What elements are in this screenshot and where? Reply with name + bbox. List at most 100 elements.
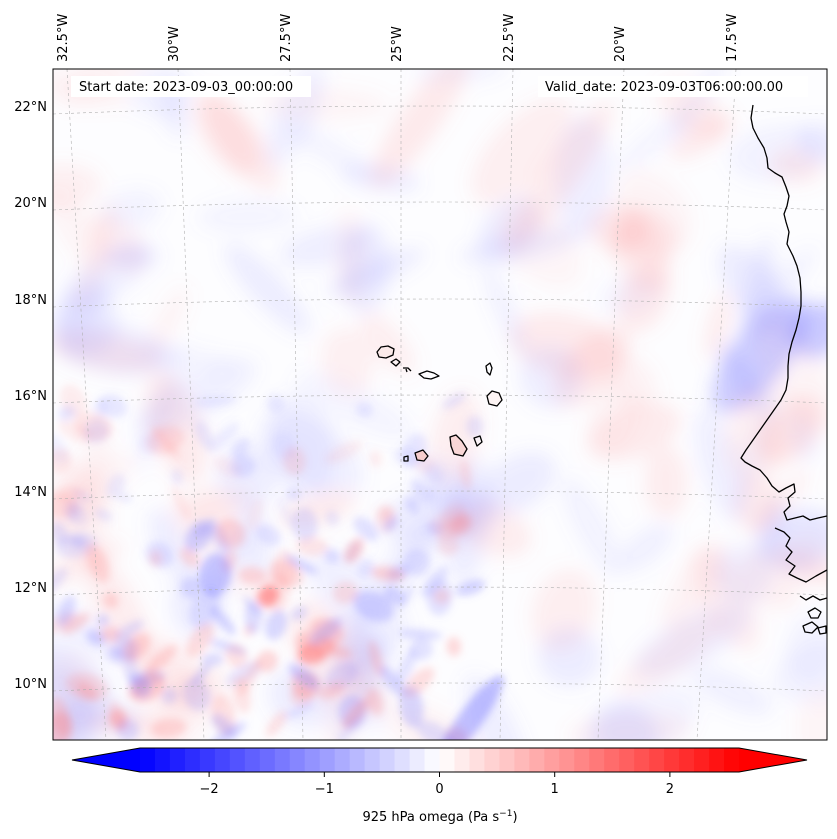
omega-anomaly: [519, 345, 583, 409]
colorbar-extend-high: [739, 748, 807, 772]
omega-anomaly: [116, 493, 133, 503]
lon-label-27-5w: 27.5°W: [279, 14, 294, 62]
colorbar-step: [634, 748, 650, 772]
omega-anomaly: [379, 665, 405, 697]
colorbar-step: [439, 748, 456, 772]
omega-anomaly: [285, 555, 318, 575]
omega-anomaly: [371, 566, 405, 582]
parallel-line: [53, 394, 827, 404]
omega-anomaly: [295, 371, 414, 440]
gridlines: [53, 69, 827, 740]
omega-anomaly: [325, 510, 340, 527]
omega-anomaly: [324, 548, 340, 564]
omega-anomaly: [369, 450, 382, 468]
omega-anomaly: [180, 577, 201, 598]
omega-anomaly: [225, 643, 248, 668]
omega-anomaly: [399, 685, 424, 728]
colorbar-step: [469, 748, 486, 772]
omega-anomaly: [238, 499, 272, 580]
colorbar-step: [259, 748, 276, 772]
omega-anomaly: [170, 484, 191, 520]
colorbar-step: [214, 748, 231, 772]
omega-anomaly: [276, 496, 294, 527]
parallel-line: [53, 682, 827, 692]
omega-anomaly: [224, 243, 311, 335]
parallel-line: [53, 201, 827, 211]
omega-anomaly: [149, 550, 163, 567]
omega-anomaly: [324, 440, 363, 464]
omega-anomaly: [466, 415, 483, 438]
omega-anomaly: [368, 640, 383, 677]
colorbar-step: [679, 748, 695, 772]
omega-anomaly: [291, 507, 318, 542]
colorbar-step: [694, 748, 710, 772]
lat-label-20n: 20°N: [14, 196, 47, 211]
colorbar-step: [709, 748, 725, 772]
colorbar-step: [319, 748, 336, 772]
omega-anomaly: [123, 654, 138, 681]
omega-anomaly: [691, 667, 773, 716]
omega-anomaly: [644, 445, 688, 519]
omega-anomaly: [285, 488, 302, 502]
island-santiago: [449, 434, 468, 457]
colorbar-step: [304, 748, 321, 772]
omega-anomaly: [319, 682, 345, 699]
colorbar: −2 −1 0 1 2 925 hPa omega (Pa s−1): [71, 747, 808, 825]
omega-anomaly: [161, 687, 178, 704]
colorbar-step: [229, 748, 246, 772]
start-date-label: Start date: 2023-09-03_00:00:00: [79, 80, 293, 95]
omega-anomaly: [357, 558, 375, 578]
lat-label-14n: 14°N: [14, 485, 47, 500]
island-boa-vista: [486, 390, 503, 407]
omega-anomaly: [151, 718, 187, 739]
omega-anomaly: [256, 524, 281, 546]
colorbar-step: [514, 748, 530, 772]
colorbar-step: [349, 748, 366, 772]
island-santa-luzia: [403, 367, 412, 373]
colorbar-tick-label: 0: [435, 782, 443, 797]
omega-anomaly: [147, 285, 189, 356]
colorbar-step: [289, 748, 306, 772]
colorbar-extend-low: [72, 748, 140, 772]
lat-label-22n: 22°N: [14, 100, 47, 115]
omega-anomaly: [231, 455, 256, 477]
colorbar-step: [544, 748, 560, 772]
omega-anomaly: [179, 547, 200, 568]
omega-anomaly: [76, 681, 98, 700]
omega-anomaly: [182, 678, 211, 712]
colorbar-tick-label: 1: [551, 782, 559, 797]
omega-anomaly: [442, 392, 467, 410]
omega-anomaly: [371, 69, 469, 187]
omega-anomaly: [285, 701, 315, 719]
meridian-line: [177, 69, 205, 740]
omega-anomaly: [761, 508, 827, 572]
colorbar-step: [379, 748, 396, 772]
colorbar-step: [604, 748, 620, 772]
meridian-line: [66, 69, 107, 740]
omega-anomaly: [790, 302, 827, 358]
omega-anomaly: [434, 517, 470, 539]
island-sal: [485, 362, 493, 376]
omega-anomaly: [196, 199, 299, 234]
colorbar-step: [199, 748, 216, 772]
parallel-line: [53, 490, 827, 500]
omega-anomaly: [112, 620, 144, 642]
omega-anomaly: [356, 402, 373, 418]
colorbar-step: [559, 748, 575, 772]
omega-anomaly: [116, 719, 139, 740]
colorbar-ticks: −2 −1 0 1 2: [200, 772, 674, 797]
omega-anomaly: [459, 459, 472, 491]
omega-anomaly: [104, 244, 162, 267]
island-sao-vicente: [390, 358, 401, 367]
omega-anomaly: [194, 420, 213, 449]
omega-anomaly: [106, 473, 126, 499]
colorbar-step: [619, 748, 635, 772]
colorbar-step: [184, 748, 201, 772]
omega-anomaly: [433, 588, 450, 604]
omega-anomaly: [211, 713, 237, 739]
africa-coastline: [740, 104, 827, 521]
omega-anomaly: [194, 395, 238, 407]
omega-anomaly: [58, 405, 76, 421]
valid-date-box: Valid_date: 2023-09-03T06:00:00.00: [538, 76, 808, 97]
